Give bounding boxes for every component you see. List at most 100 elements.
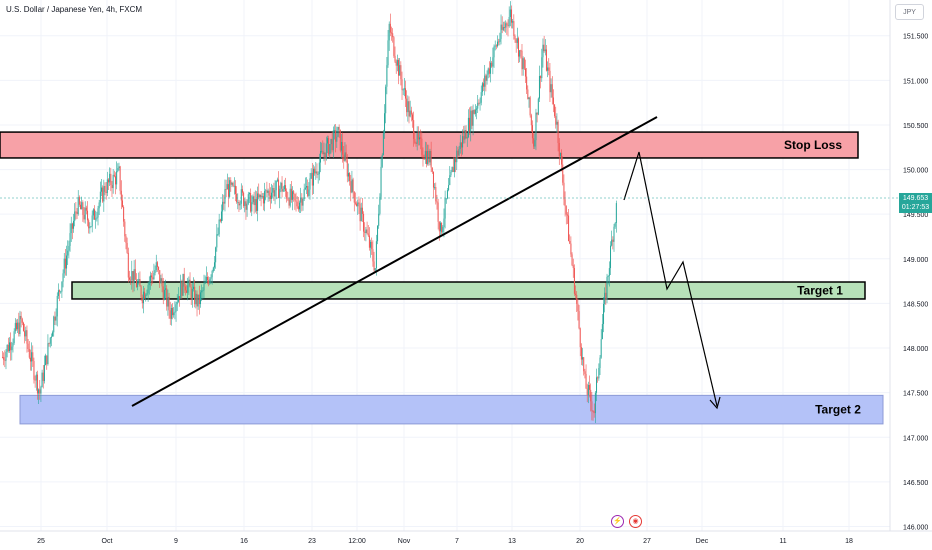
candle-body <box>239 203 241 206</box>
candle-body <box>140 286 142 298</box>
candle-body <box>556 121 558 125</box>
candle-body <box>340 141 342 151</box>
candle-body <box>415 142 417 144</box>
candle-body <box>472 109 474 126</box>
candle-body <box>358 202 360 204</box>
target-icon[interactable]: ◉ <box>629 515 642 528</box>
candle-body <box>217 234 219 236</box>
candle-body <box>49 337 51 344</box>
candle-body <box>288 199 290 206</box>
candle-body <box>134 269 136 280</box>
candle-body <box>400 65 402 80</box>
candle-body <box>268 190 270 196</box>
candle-body <box>417 133 419 140</box>
candle-body <box>408 101 410 117</box>
candle-body <box>244 201 246 206</box>
candle-body <box>123 206 125 222</box>
candle-body <box>225 189 227 190</box>
candle-body <box>443 218 445 228</box>
candle-body <box>210 277 212 279</box>
candle-body <box>127 252 129 278</box>
support-trendline[interactable] <box>131 116 658 407</box>
lightning-icon[interactable]: ⚡ <box>611 515 624 528</box>
projection-arrow[interactable] <box>623 151 718 407</box>
candle-body <box>445 198 447 200</box>
candle-body <box>529 97 531 116</box>
candle-body <box>458 148 460 156</box>
candle-body <box>455 159 457 163</box>
candle-body <box>125 236 127 243</box>
candle-body <box>558 143 560 157</box>
zone-target-2[interactable] <box>19 394 884 425</box>
candle-body <box>566 214 568 216</box>
candle-body <box>201 290 203 293</box>
candle-body <box>535 112 537 141</box>
x-tick-label: 27 <box>643 538 651 545</box>
candle-body <box>494 45 496 47</box>
candle-body <box>77 197 79 215</box>
candle-body <box>423 157 425 160</box>
candle-body <box>281 182 283 192</box>
candle-body <box>346 160 348 177</box>
candle-body <box>470 110 472 132</box>
candle-body <box>469 117 471 132</box>
candle-body <box>506 23 508 26</box>
candle-body <box>557 121 559 144</box>
y-tick-label: 146.500 <box>903 480 928 487</box>
candle-body <box>330 138 332 145</box>
candle-body <box>570 243 572 255</box>
candle-body <box>62 273 64 282</box>
candle-body <box>550 84 552 93</box>
candle-body <box>68 245 70 251</box>
candle-body <box>148 281 150 286</box>
candle-body <box>156 262 158 267</box>
candle-body <box>59 290 61 292</box>
candle-body <box>55 316 57 321</box>
candle-body <box>75 211 77 213</box>
candle-body <box>382 133 384 155</box>
candle-body <box>61 281 63 292</box>
currency-button[interactable]: JPY <box>895 4 924 20</box>
candle-body <box>195 293 197 305</box>
candle-body <box>38 389 40 394</box>
candle-body <box>591 401 593 412</box>
candle-body <box>232 182 234 186</box>
candle-body <box>372 249 374 262</box>
candle-body <box>439 222 441 232</box>
candle-body <box>299 202 301 210</box>
candle-body <box>39 389 41 394</box>
candle-body <box>248 193 250 195</box>
candle-body <box>511 9 513 23</box>
candle-body <box>91 215 93 227</box>
x-tick-label: 25 <box>37 538 45 545</box>
candle-body <box>165 288 167 290</box>
candle-body <box>514 35 516 40</box>
candle-body <box>413 120 415 139</box>
candle-body <box>257 193 259 211</box>
candle-body <box>252 196 254 203</box>
candle-body <box>306 186 308 188</box>
candle-body <box>501 24 503 30</box>
candle-body <box>530 115 532 126</box>
candle-body <box>437 202 439 222</box>
y-tick-label: 147.500 <box>903 391 928 398</box>
candle-body <box>238 202 240 206</box>
y-tick-label: 147.000 <box>903 435 928 442</box>
candle-body <box>139 278 141 287</box>
candle-body <box>266 190 268 193</box>
candle-body <box>2 356 3 358</box>
candle-body <box>189 279 191 288</box>
candle-body <box>229 180 231 197</box>
candle-body <box>25 330 27 337</box>
candle-body <box>22 322 24 332</box>
candle-body <box>481 83 483 93</box>
candle-body <box>491 62 493 67</box>
candle-body <box>89 226 91 229</box>
candle-body <box>345 152 347 161</box>
candle-body <box>312 168 314 186</box>
candle-body <box>31 352 33 362</box>
candle-body <box>528 97 530 100</box>
candle-body <box>342 141 344 155</box>
candle-body <box>394 55 396 62</box>
